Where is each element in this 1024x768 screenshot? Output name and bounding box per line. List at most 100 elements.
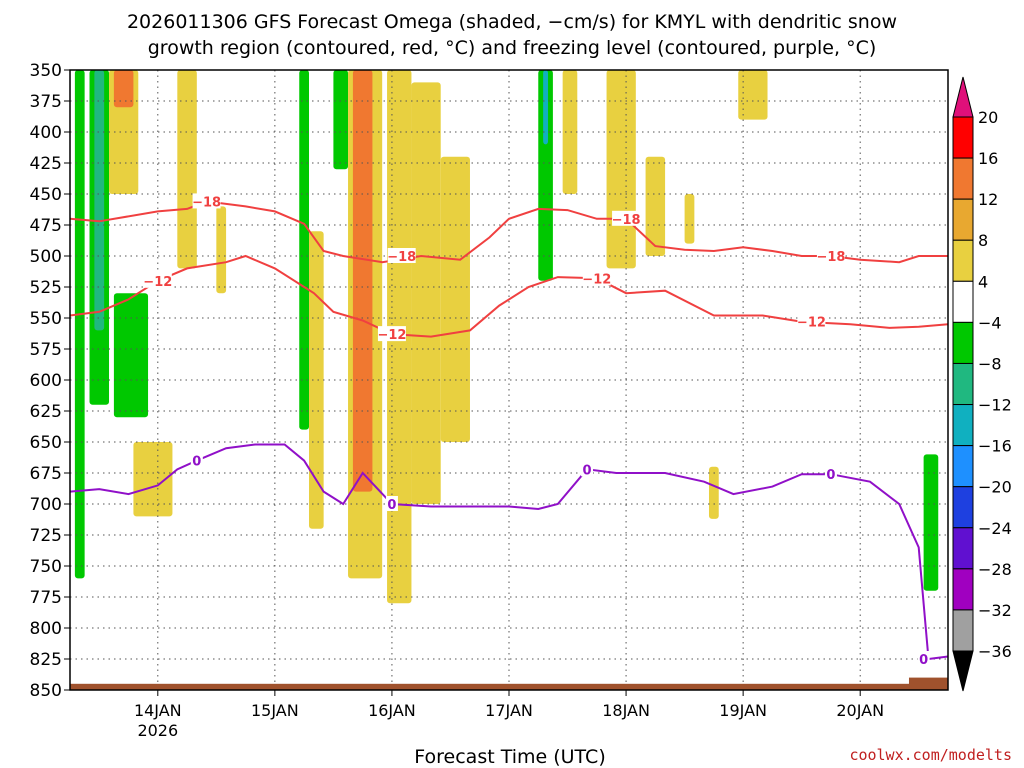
colorbar-swatch-3 (952, 239, 974, 282)
contour-label-bg (816, 248, 845, 263)
y-tick-label: 400 (30, 123, 62, 143)
y-tick-label: 550 (30, 309, 62, 329)
omega-shade-17 (538, 70, 553, 281)
contour-label-bg (190, 452, 203, 468)
contour-t_minus_12 (69, 254, 949, 338)
omega-shading (74, 70, 939, 604)
colorbar-swatch-7 (952, 404, 974, 447)
contour-label-bg (612, 210, 641, 226)
y-tick-label: 775 (30, 588, 62, 608)
y-tick-label: 475 (30, 216, 62, 236)
colorbar-swatch-11 (952, 568, 974, 611)
contour-label-t_minus_18: −18 (816, 250, 845, 265)
x-tick-label: 16JAN (368, 701, 416, 720)
omega-shade-20 (606, 70, 636, 269)
y-tick-label: 850 (30, 681, 62, 701)
omega-shade-7 (177, 70, 197, 269)
contour-label-t_minus_18: −18 (192, 195, 221, 210)
colorbar-label: −24 (978, 519, 1012, 538)
contour-label-bg (581, 461, 594, 477)
omega-shade-16 (440, 156, 470, 443)
colorbar-label: 8 (978, 231, 988, 250)
y-tick-label: 700 (30, 495, 62, 515)
chart-title: 2026011306 GFS Forecast Omega (shaded, −… (127, 11, 897, 59)
colorbar-swatch-6 (952, 362, 974, 406)
y-tick-label: 650 (30, 433, 62, 453)
omega-shade-4 (113, 70, 134, 108)
y-tick-label: 350 (30, 61, 62, 81)
contour-label-t_minus_12: −12 (143, 275, 172, 290)
contours: −18 −18 −18 −18 −12 −12 −12 −12 0 0 0 0 0 (69, 193, 949, 668)
colorbar: 20 16 12 8 4 −4 −8 −12 −16 −20 −24 −28 −32 −36 (952, 76, 1012, 692)
omega-shade-5 (113, 293, 149, 418)
colorbar-label: −36 (978, 642, 1012, 661)
colorbar-label: −12 (978, 396, 1012, 415)
colorbar-top-arrow (952, 76, 974, 118)
contour-label-t_zero: 0 (192, 455, 201, 470)
omega-shade-8 (216, 206, 227, 294)
x-tick-year-label: 2026 (137, 721, 178, 740)
y-tick-label: 675 (30, 464, 62, 484)
y-tick-label: 450 (30, 185, 62, 205)
omega-shade-24 (708, 466, 719, 519)
contour-label-bg (917, 651, 930, 666)
colorbar-label: −28 (978, 560, 1012, 579)
contour-label-bg (797, 313, 826, 329)
y-tick-label: 575 (30, 340, 62, 360)
contour-label-t_minus_12: −12 (377, 328, 406, 343)
y-tick-label: 425 (30, 154, 62, 174)
colorbar-label: 16 (978, 149, 998, 168)
colorbar-bottom-arrow (952, 650, 974, 692)
omega-shade-13 (352, 70, 373, 492)
colorbar-swatch-4 (952, 280, 974, 323)
contour-label-bg (824, 466, 837, 482)
ground-strip-raised (908, 677, 948, 690)
colorbar-swatch-5 (952, 321, 974, 364)
colorbar-label: 20 (978, 108, 998, 127)
contour-label-t_minus_12: −12 (797, 316, 826, 331)
contour-label-t_minus_12: −12 (582, 272, 611, 287)
y-tick-label: 500 (30, 247, 62, 267)
omega-shade-15 (411, 82, 441, 505)
contour-label-t_zero: 0 (583, 463, 592, 478)
y-tick-label: 825 (30, 650, 62, 670)
credit-text: coolwx.com/modelts (849, 746, 1012, 764)
ground-strip (70, 683, 948, 690)
colorbar-swatch-0 (952, 116, 974, 159)
x-tick-label: 15JAN (251, 701, 299, 720)
contour-label-bg (192, 193, 221, 209)
omega-shade-0 (74, 70, 85, 579)
ground-surface (70, 677, 948, 690)
title-line-1: 2026011306 GFS Forecast Omega (shaded, −… (127, 11, 897, 33)
contour-label-t_zero: 0 (919, 653, 928, 668)
contour-label-t_minus_18: −18 (612, 213, 641, 228)
x-tick-label: 17JAN (485, 701, 533, 720)
colorbar-swatch-8 (952, 445, 974, 488)
omega-shade-22 (684, 194, 695, 244)
omega-shade-19 (562, 70, 578, 194)
y-tick-label: 725 (30, 526, 62, 546)
x-tick-label: 19JAN (719, 701, 767, 720)
y-tick-label: 625 (30, 402, 62, 422)
contour-label-bg (377, 326, 406, 342)
y-tick-label: 375 (30, 92, 62, 112)
omega-shade-18 (543, 70, 549, 145)
omega-shade-23 (738, 70, 768, 120)
x-tick-label: 20JAN (836, 701, 884, 720)
contour-label-bg (385, 496, 398, 511)
omega-shade-10 (309, 231, 324, 529)
x-axis-title: Forecast Time (UTC) (414, 746, 605, 768)
y-tick-label: 800 (30, 619, 62, 639)
omega-shade-21 (645, 156, 666, 256)
colorbar-swatch-9 (952, 486, 974, 529)
omega-shade-25 (923, 454, 939, 591)
contour-label-bg (582, 270, 611, 286)
omega-shade-11 (333, 70, 349, 170)
colorbar-label: 4 (978, 272, 988, 291)
contour-label-bg (143, 272, 172, 288)
plot-frame (69, 69, 949, 691)
title-line-2: growth region (contoured, red, °C) and f… (148, 37, 877, 59)
contour-label-t_zero: 0 (826, 468, 835, 483)
contour-label-t_zero: 0 (387, 498, 396, 513)
